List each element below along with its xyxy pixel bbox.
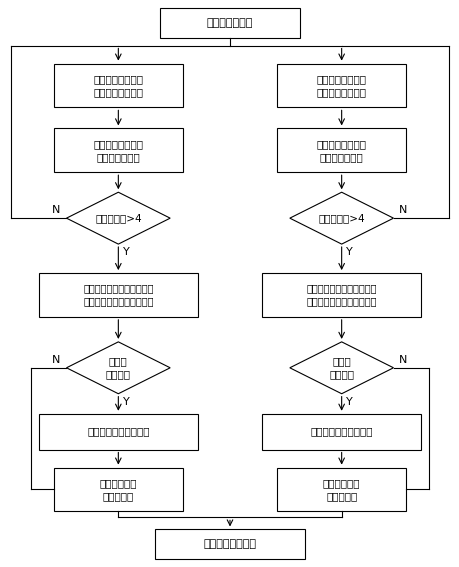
Bar xyxy=(276,64,406,107)
Bar xyxy=(39,414,198,450)
Bar xyxy=(155,530,304,559)
Text: 可用卫星数>4: 可用卫星数>4 xyxy=(95,213,141,223)
Bar xyxy=(53,468,183,511)
Bar xyxy=(276,468,406,511)
Text: 生成主处理单
元差分数据: 生成主处理单 元差分数据 xyxy=(322,478,360,501)
Polygon shape xyxy=(67,342,170,393)
Text: 位置有
效性判断: 位置有 效性判断 xyxy=(106,356,130,379)
Text: N: N xyxy=(398,355,407,365)
Text: Y: Y xyxy=(123,247,129,257)
Bar xyxy=(53,64,183,107)
Text: Y: Y xyxy=(123,397,129,407)
Text: 读取对应卫星星历、钟差等
参数，解算卫星位置和速度: 读取对应卫星星历、钟差等 参数，解算卫星位置和速度 xyxy=(306,284,376,307)
Text: 生成主处理单
元差分数据: 生成主处理单 元差分数据 xyxy=(99,478,137,501)
Text: 可用卫星数>4: 可用卫星数>4 xyxy=(318,213,364,223)
Text: N: N xyxy=(52,355,61,365)
Text: 差分数据处理模块: 差分数据处理模块 xyxy=(203,539,256,549)
Text: 解算码单点定位、测速: 解算码单点定位、测速 xyxy=(87,426,149,437)
Polygon shape xyxy=(289,192,392,244)
Bar xyxy=(160,8,299,37)
Text: 剔除重复卫星和故
障卫星的观测数据: 剔除重复卫星和故 障卫星的观测数据 xyxy=(93,74,143,97)
Text: N: N xyxy=(52,205,61,215)
Bar xyxy=(39,273,198,317)
Text: 等待观测量中断: 等待观测量中断 xyxy=(207,18,252,28)
Bar xyxy=(53,128,183,172)
Bar xyxy=(276,128,406,172)
Text: 解算码单点定位、测速: 解算码单点定位、测速 xyxy=(310,426,372,437)
Text: Y: Y xyxy=(346,247,352,257)
Polygon shape xyxy=(289,342,392,393)
Polygon shape xyxy=(67,192,170,244)
Text: 副处理单元计算观
测量和本地时间: 副处理单元计算观 测量和本地时间 xyxy=(316,139,366,162)
Text: 主处理单元计算观
测量和本地时间: 主处理单元计算观 测量和本地时间 xyxy=(93,139,143,162)
Bar xyxy=(261,273,420,317)
Text: 读取对应卫星星历、钟差等
参数，解算卫星位置和速度: 读取对应卫星星历、钟差等 参数，解算卫星位置和速度 xyxy=(83,284,153,307)
Text: N: N xyxy=(398,205,407,215)
Bar xyxy=(261,414,420,450)
Text: 剔除重复卫星和故
障卫星的观测数据: 剔除重复卫星和故 障卫星的观测数据 xyxy=(316,74,366,97)
Text: Y: Y xyxy=(346,397,352,407)
Text: 位置有
效性判断: 位置有 效性判断 xyxy=(329,356,353,379)
